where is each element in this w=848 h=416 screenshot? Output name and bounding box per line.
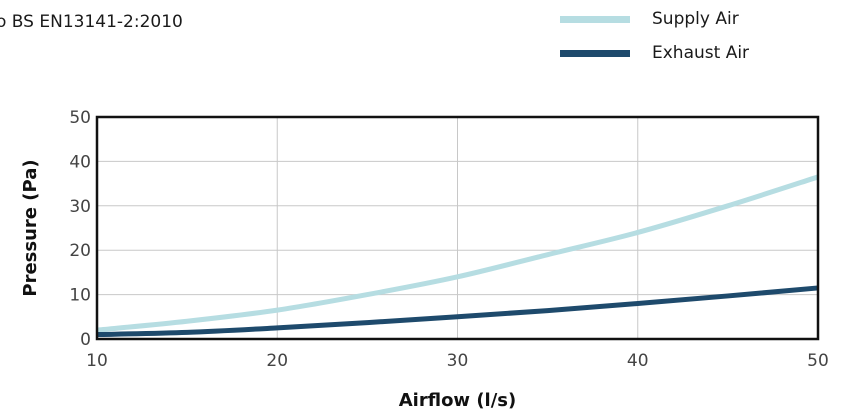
x-tick-label: 30 bbox=[447, 351, 469, 371]
legend-label-exhaust: Exhaust Air bbox=[652, 43, 750, 63]
y-tick-label: 20 bbox=[69, 241, 91, 261]
y-tick-label: 10 bbox=[69, 286, 91, 306]
series-lines bbox=[96, 174, 819, 338]
chart-caption: o BS EN13141-2:2010 bbox=[0, 12, 183, 32]
legend-swatch-supply bbox=[560, 15, 630, 23]
chart-legend: Supply Air Exhaust Air bbox=[560, 2, 749, 70]
plot-frame bbox=[95, 115, 820, 341]
legend-label-supply: Supply Air bbox=[652, 9, 739, 29]
x-tick-label: 50 bbox=[807, 351, 829, 371]
y-tick-label: 40 bbox=[69, 152, 91, 172]
y-tick-label: 0 bbox=[80, 330, 91, 350]
legend-swatch-exhaust bbox=[560, 49, 630, 57]
supply-air-line bbox=[96, 174, 819, 333]
exhaust-air-line bbox=[96, 285, 819, 338]
x-tick-label: 40 bbox=[627, 351, 649, 371]
y-axis-title: Pressure (Pa) bbox=[20, 159, 41, 296]
x-tick-label: 10 bbox=[86, 351, 108, 371]
y-tick-label: 30 bbox=[69, 197, 91, 217]
legend-item-supply: Supply Air bbox=[560, 2, 749, 36]
y-tick-label: 50 bbox=[69, 108, 91, 128]
grid-lines bbox=[97, 117, 818, 339]
legend-item-exhaust: Exhaust Air bbox=[560, 36, 749, 70]
x-axis-title: Airflow (l/s) bbox=[399, 390, 517, 411]
x-tick-label: 20 bbox=[266, 351, 288, 371]
